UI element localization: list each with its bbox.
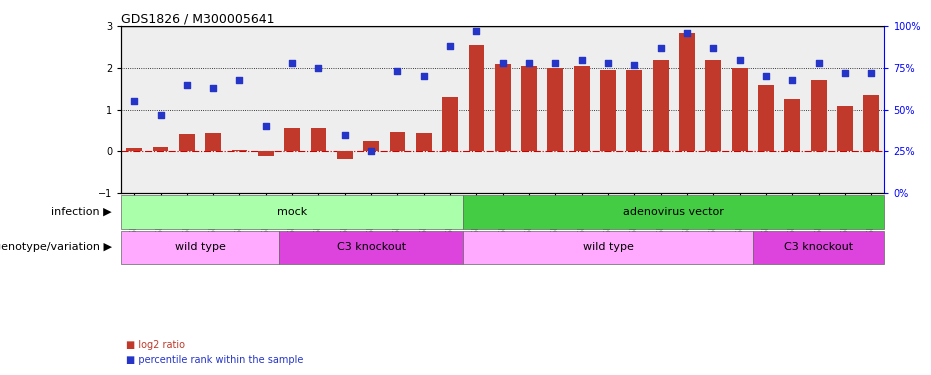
Point [548,60,563,66]
Bar [706,60,722,152]
Point [364,148,379,154]
Bar [573,66,589,152]
Point [627,62,641,68]
Bar [442,97,458,152]
Point [311,65,326,71]
Bar [337,152,353,159]
Text: ■ log2 ratio: ■ log2 ratio [126,340,184,350]
Bar [753,231,884,264]
Bar [785,99,801,152]
Bar [205,133,221,152]
Bar [389,132,405,152]
Text: genotype/variation ▶: genotype/variation ▶ [0,243,112,252]
Bar [284,128,300,152]
Point [206,85,221,91]
Point [838,70,853,76]
Bar [416,133,432,152]
Bar [363,141,379,152]
Bar [811,81,827,152]
Point [285,60,300,66]
Point [706,45,721,51]
Point [416,73,431,79]
Bar [468,45,484,152]
Bar [121,195,464,229]
Point [153,112,168,118]
Point [442,43,457,49]
Bar [627,70,642,152]
Bar [232,150,248,152]
Bar [121,231,279,264]
Text: mock: mock [277,207,307,217]
Bar [127,148,142,152]
Bar [279,231,464,264]
Point [127,98,142,104]
Point [259,123,274,129]
Text: wild type: wild type [583,243,633,252]
Point [574,57,589,63]
Bar [179,134,195,152]
Point [759,73,774,79]
Bar [311,129,327,152]
Point [864,70,879,76]
Text: infection ▶: infection ▶ [51,207,112,217]
Bar [495,64,510,152]
Bar [653,60,668,152]
Point [654,45,668,51]
Text: ■ percentile rank within the sample: ■ percentile rank within the sample [126,355,304,365]
Point [785,76,800,82]
Bar [153,147,169,152]
Text: wild type: wild type [175,243,225,252]
Bar [464,195,884,229]
Bar [258,152,274,156]
Text: GDS1826 / M300005641: GDS1826 / M300005641 [121,12,275,25]
Bar [521,66,537,152]
Bar [758,85,774,152]
Point [390,68,405,74]
Point [469,28,484,34]
Bar [863,95,879,152]
Point [732,57,747,63]
Bar [547,68,563,152]
Point [600,60,615,66]
Point [680,30,695,36]
Point [232,76,247,82]
Text: C3 knockout: C3 knockout [336,243,406,252]
Bar [679,33,695,152]
Bar [732,68,748,152]
Bar [464,231,753,264]
Point [180,82,195,88]
Bar [600,70,616,152]
Point [337,132,352,138]
Point [521,60,536,66]
Point [495,60,510,66]
Text: adenovirus vector: adenovirus vector [624,207,724,217]
Bar [837,105,853,152]
Point [811,60,826,66]
Text: C3 knockout: C3 knockout [784,243,853,252]
